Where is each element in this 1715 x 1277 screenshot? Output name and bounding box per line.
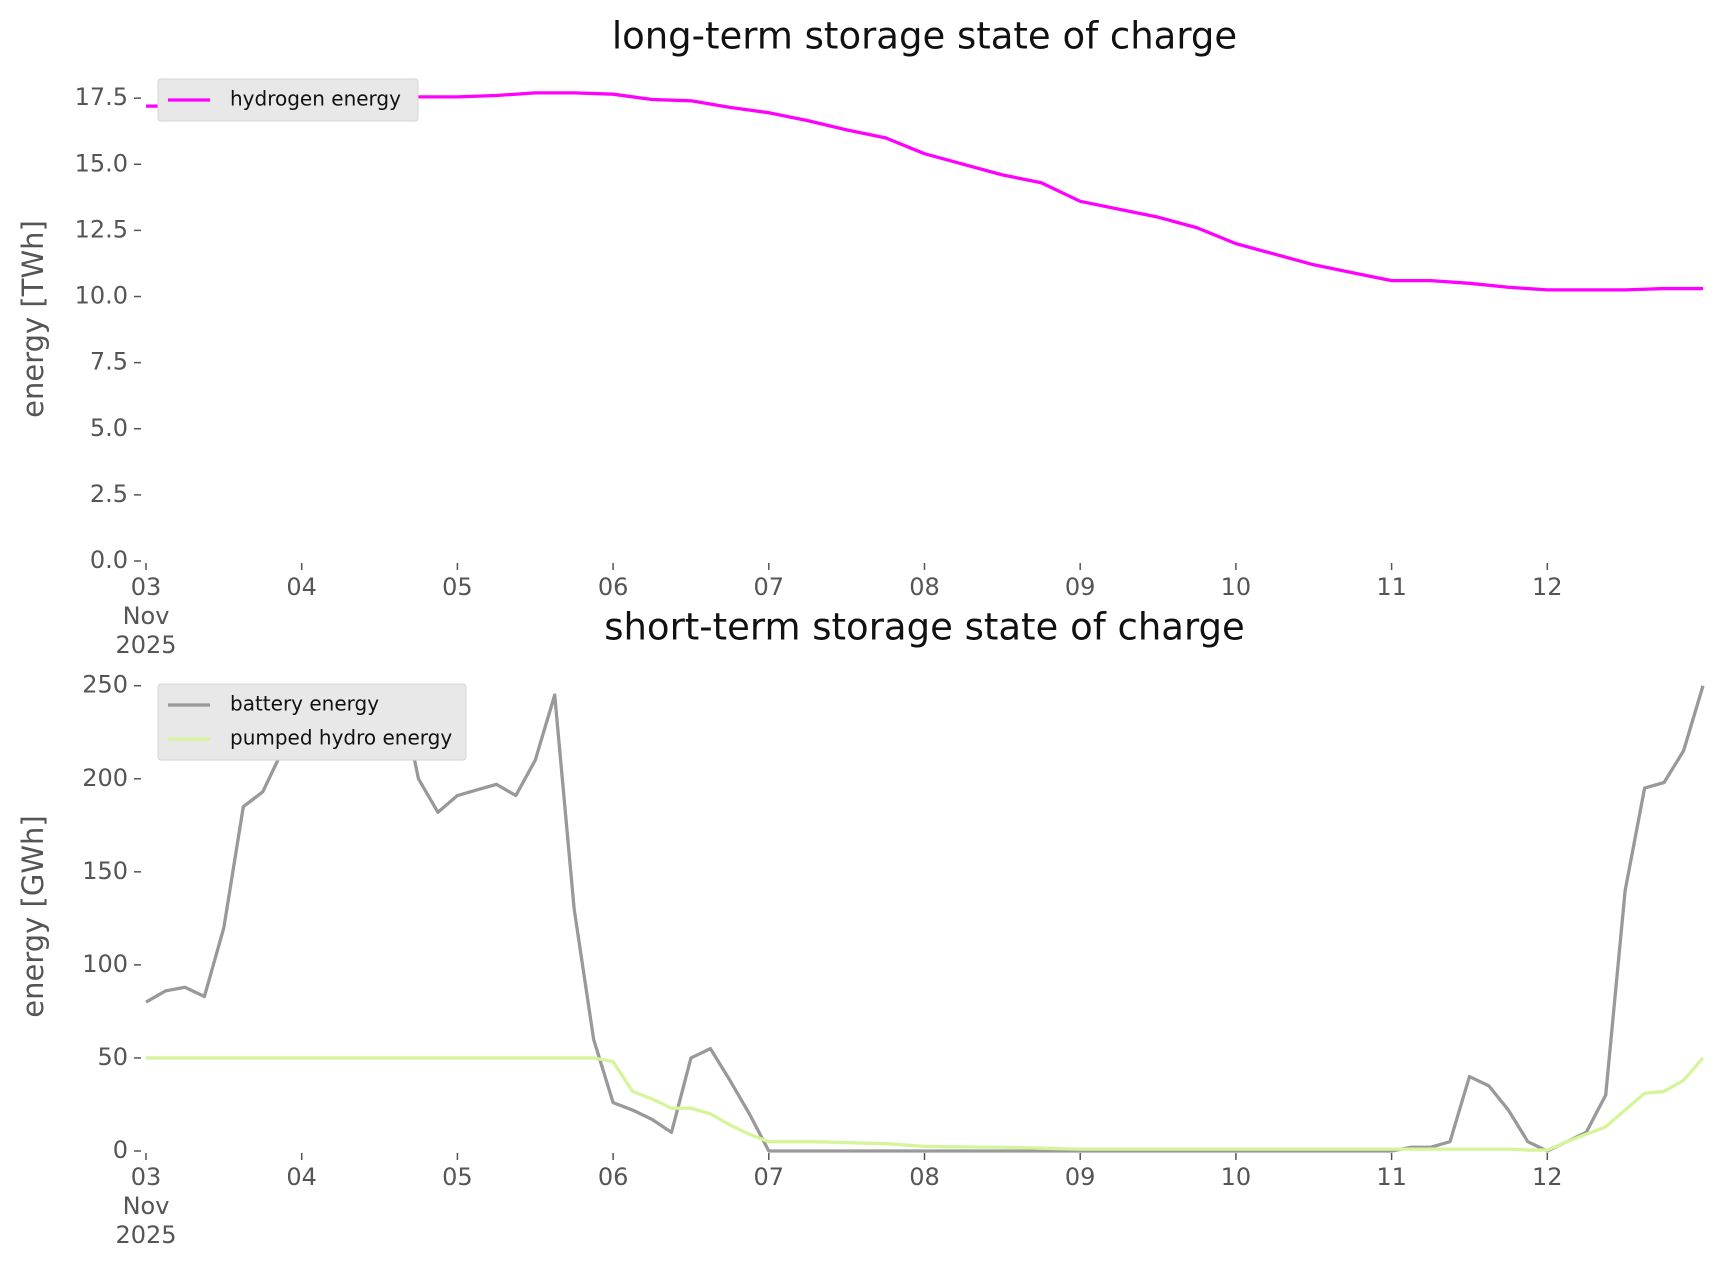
y-tick-label: 150 <box>82 857 128 885</box>
y-tick-label: 17.5 <box>75 83 128 111</box>
x-tick-label: 05 <box>442 573 473 601</box>
y-tick-label: 250 <box>82 671 128 699</box>
y-axis-label: energy [TWh] <box>16 220 50 418</box>
y-tick-label: 50 <box>97 1043 128 1071</box>
x-tick-label: 08 <box>909 1163 940 1191</box>
legend-box <box>157 78 419 122</box>
x-tick-label: 03 Nov 2025 <box>115 573 177 659</box>
y-tick-label: 200 <box>82 764 128 792</box>
y-tick-label: 0.0 <box>90 546 128 574</box>
y-tick-label: 7.5 <box>90 348 128 376</box>
x-tick-label: 03 Nov 2025 <box>115 1163 177 1249</box>
y-tick-label: 100 <box>82 950 128 978</box>
x-tick-label: 10 <box>1220 573 1252 601</box>
legend-label: battery energy <box>230 692 379 716</box>
x-tick-label: 10 <box>1220 1163 1252 1191</box>
legend-label: pumped hydro energy <box>230 726 452 750</box>
x-tick-label: 12 <box>1532 573 1563 601</box>
series-line <box>146 91 1703 292</box>
chart-title: long-term storage state of charge <box>612 15 1237 58</box>
y-tick-label: 10.0 <box>75 282 128 310</box>
y-tick-label: 15.0 <box>75 149 128 177</box>
x-tick-label: 09 <box>1064 573 1096 601</box>
y-tick-label: 5.0 <box>90 414 128 442</box>
legend-label: hydrogen energy <box>230 87 401 111</box>
x-tick-label: 09 <box>1064 1163 1096 1191</box>
x-tick-label: 11 <box>1376 573 1407 601</box>
x-tick-label: 07 <box>753 1163 785 1191</box>
x-tick-label: 04 <box>286 1163 317 1191</box>
series-line <box>146 1056 1705 1152</box>
y-tick-label: 2.5 <box>90 480 128 508</box>
x-tick-label: 04 <box>286 573 317 601</box>
y-tick-label: 12.5 <box>75 215 128 243</box>
legend-box <box>157 683 467 761</box>
x-tick-label: 06 <box>597 573 629 601</box>
x-tick-label: 11 <box>1376 1163 1407 1191</box>
y-axis-label: energy [GWh] <box>16 815 50 1017</box>
y-tick-label: 0 <box>113 1136 128 1164</box>
x-tick-label: 06 <box>597 1163 629 1191</box>
chart-title: short-term storage state of charge <box>604 606 1245 649</box>
x-tick-label: 07 <box>753 573 785 601</box>
x-tick-label: 08 <box>909 573 940 601</box>
x-tick-label: 12 <box>1532 1163 1563 1191</box>
x-tick-label: 05 <box>442 1163 473 1191</box>
